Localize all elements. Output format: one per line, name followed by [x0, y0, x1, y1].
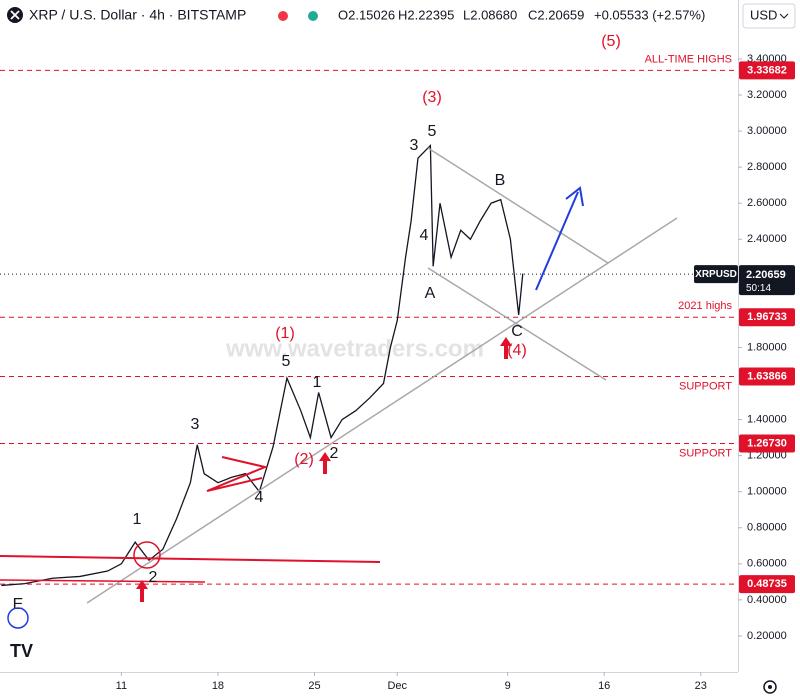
symbol-icon-x — [10, 10, 20, 20]
ohlc-high: H2.22395 — [398, 7, 454, 22]
ohlc-low: L2.08680 — [463, 7, 517, 22]
wave-label: (2) — [294, 451, 314, 468]
symbol-title: XRP / U.S. Dollar · 4h · BITSTAMP — [29, 7, 246, 23]
blue-arrow-head — [565, 186, 584, 207]
level-badge — [739, 61, 795, 80]
y-tick-label: 0.20000 — [747, 630, 787, 642]
up-arrow — [500, 337, 512, 359]
up-arrow — [136, 580, 148, 602]
level-note: 2021 highs — [678, 300, 732, 312]
x-tick-label: 25 — [308, 680, 320, 692]
header-bg — [0, 0, 700, 30]
y-tick-label: 2.40000 — [747, 233, 787, 245]
up-arrow — [319, 452, 331, 474]
wave-label: (3) — [422, 89, 442, 106]
wave-label: (1) — [275, 325, 295, 342]
trendline — [86, 217, 678, 604]
wave-label: 4 — [255, 489, 264, 506]
level-badge-label: 1.26730 — [747, 437, 787, 449]
wave-label: E — [13, 596, 24, 613]
y-tick-label: 1.80000 — [747, 341, 787, 353]
currency-button[interactable] — [742, 3, 796, 29]
x-tick-label: Dec — [387, 680, 407, 692]
drawings — [0, 147, 678, 604]
blue-arrow — [535, 191, 579, 291]
wave-label: 2 — [149, 569, 158, 586]
level-note: SUPPORT — [679, 380, 732, 392]
logo: TV — [10, 641, 33, 661]
last-price-label: 2.20659 — [746, 269, 786, 281]
level-badge — [739, 367, 795, 386]
y-tick-label: 3.20000 — [747, 89, 787, 101]
ohlc-close: C2.20659 — [528, 7, 584, 22]
up-arrows — [136, 337, 512, 602]
last-price-badge — [739, 265, 795, 296]
wave-label: 2 — [330, 445, 339, 462]
wave-circle — [7, 607, 29, 629]
ohlc-change: +0.05533 (+2.57%) — [594, 7, 705, 22]
channel-lower — [427, 267, 607, 381]
level-note: SUPPORT — [679, 447, 732, 459]
wave-label: 3 — [191, 416, 200, 433]
x-tick-label: 16 — [598, 680, 610, 692]
x-tick-label: 11 — [116, 680, 127, 692]
level-badge — [739, 434, 795, 453]
y-tick-label: 3.00000 — [747, 125, 787, 137]
wave-label: 3 — [410, 137, 419, 154]
y-tick-label: 2.60000 — [747, 197, 787, 209]
level-badge — [739, 308, 795, 327]
x-tick-label: 18 — [212, 680, 224, 692]
y-tick-label: 2.80000 — [747, 161, 787, 173]
wave-label: 5 — [428, 123, 437, 140]
wave-label: B — [495, 172, 506, 189]
ohlc-open: O2.15026 — [338, 7, 395, 22]
red-line — [0, 555, 381, 563]
y-tick-label: 1.40000 — [747, 413, 787, 425]
wave-label: (5) — [601, 33, 621, 50]
y-tick-label: 1.00000 — [747, 486, 787, 498]
level-badge-label: 1.96733 — [747, 311, 787, 323]
wave-label: 1 — [133, 511, 142, 528]
channel-upper — [427, 147, 609, 264]
watermark: www.wavetraders.com — [225, 335, 484, 362]
wave-label: 1 — [313, 374, 322, 391]
y-tick-label: 0.80000 — [747, 522, 787, 534]
currency: USD — [750, 7, 777, 22]
level-badge-label: 1.63866 — [747, 370, 787, 382]
series-name-badge — [694, 265, 738, 284]
red-line — [0, 579, 206, 583]
level-badge — [739, 575, 795, 594]
countdown: 50:14 — [746, 283, 771, 294]
circle-marker — [133, 541, 161, 569]
wave-label: 4 — [420, 227, 429, 244]
wave-label: 5 — [282, 353, 291, 370]
settings-icon[interactable] — [763, 680, 777, 694]
wave-label: (4) — [507, 342, 527, 359]
level-note: ALL-TIME HIGHS — [645, 53, 732, 65]
status-dot — [278, 11, 288, 21]
level-badge-label: 0.48735 — [747, 578, 787, 590]
x-tick-label: 23 — [695, 680, 707, 692]
status-dot — [308, 11, 318, 21]
wave-label: A — [425, 285, 436, 302]
settings-icon-dot — [768, 685, 772, 689]
y-tick-label: 0.40000 — [747, 594, 787, 606]
x-tick-label: 9 — [505, 680, 511, 692]
series-name: XRPUSD — [695, 269, 737, 280]
triangle — [206, 456, 269, 492]
currency-caret — [779, 13, 789, 19]
wave-label: C — [511, 323, 523, 340]
y-tick-label: 0.60000 — [747, 558, 787, 570]
level-badge-label: 3.33682 — [747, 64, 787, 76]
y-tick-label: 1.20000 — [747, 450, 787, 462]
